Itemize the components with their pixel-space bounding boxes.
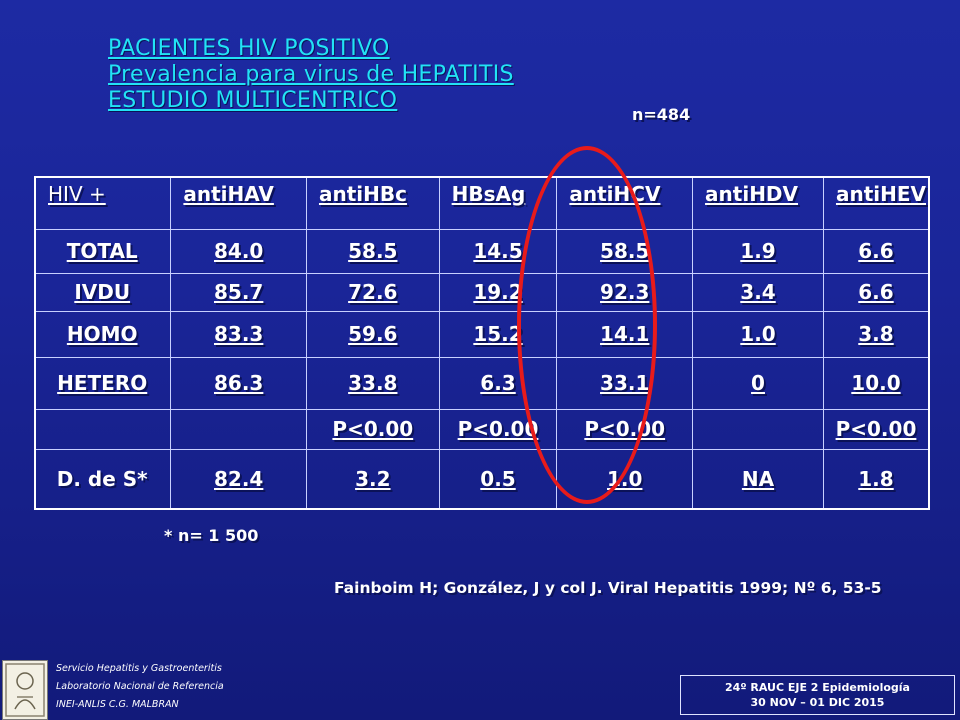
table-cell: 33.8 bbox=[305, 356, 440, 410]
table-cell: 3.2 bbox=[305, 448, 440, 510]
table-cell: 14.1 bbox=[556, 310, 694, 358]
table-cell: 1.0 bbox=[692, 310, 824, 358]
table-row: HOMO 83.3 59.6 15.2 14.1 1.0 3.8 bbox=[34, 310, 930, 358]
table-cell: 1.0 bbox=[556, 448, 694, 510]
table-row: IVDU 85.7 72.6 19.2 92.3 3.4 6.6 bbox=[34, 272, 930, 312]
institution-logo bbox=[2, 660, 48, 720]
table-cell: 33.1 bbox=[556, 356, 694, 410]
table-cell: 3.4 bbox=[692, 272, 824, 312]
row-label: HETERO bbox=[34, 356, 172, 410]
table-cell: 0.5 bbox=[438, 448, 558, 510]
table-cell: 3.8 bbox=[822, 310, 930, 358]
row-label bbox=[34, 408, 172, 450]
slide-title: PACIENTES HIV POSITIVO Prevalencia para … bbox=[108, 36, 514, 114]
table-cell: 92.3 bbox=[556, 272, 694, 312]
table-cell: 82.4 bbox=[170, 448, 307, 510]
prevalence-table: HIV + antiHAV antiHBc HBsAg antiHCV anti… bbox=[34, 176, 930, 510]
table-cell: 19.2 bbox=[438, 272, 558, 312]
congress-box: 24º RAUC EJE 2 Epidemiología 30 NOV – 01… bbox=[680, 675, 955, 715]
table-cell: 58.5 bbox=[556, 228, 694, 274]
table-cell bbox=[170, 408, 307, 450]
table-cell: 59.6 bbox=[305, 310, 440, 358]
table-cell bbox=[692, 408, 824, 450]
table-row: TOTAL 84.0 58.5 14.5 58.5 1.9 6.6 bbox=[34, 228, 930, 274]
table-cell: 6.6 bbox=[822, 272, 930, 312]
header-cell: antiHAV bbox=[170, 176, 307, 230]
title-line-3: ESTUDIO MULTICENTRICO bbox=[108, 88, 398, 113]
sample-size-label: n=484 bbox=[632, 105, 691, 124]
congress-line-1: 24º RAUC EJE 2 Epidemiología bbox=[725, 681, 910, 694]
table-cell: P<0.00 bbox=[305, 408, 440, 450]
table-cell: 1.8 bbox=[822, 448, 930, 510]
table-cell: 72.6 bbox=[305, 272, 440, 312]
table-cell: P<0.00 bbox=[556, 408, 694, 450]
citation: Fainboim H; González, J y col J. Viral H… bbox=[334, 579, 882, 597]
table-cell: 84.0 bbox=[170, 228, 307, 274]
table-row: HETERO 86.3 33.8 6.3 33.1 0 10.0 bbox=[34, 356, 930, 410]
institution-info: Servicio Hepatitis y Gastroenteritis Lab… bbox=[56, 660, 224, 714]
header-cell: antiHDV bbox=[692, 176, 824, 230]
table-cell: 6.3 bbox=[438, 356, 558, 410]
row-label: D. de S* bbox=[34, 448, 172, 510]
table-cell: 86.3 bbox=[170, 356, 307, 410]
header-cell: HBsAg bbox=[438, 176, 558, 230]
title-line-1: PACIENTES HIV POSITIVO bbox=[108, 36, 390, 61]
header-cell: antiHCV bbox=[556, 176, 694, 230]
header-cell: antiHBc bbox=[305, 176, 440, 230]
row-label: TOTAL bbox=[34, 228, 172, 274]
table-header-row: HIV + antiHAV antiHBc HBsAg antiHCV anti… bbox=[34, 176, 930, 230]
table-cell: 10.0 bbox=[822, 356, 930, 410]
table-cell: 6.6 bbox=[822, 228, 930, 274]
table-cell: 0 bbox=[692, 356, 824, 410]
table-cell: 58.5 bbox=[305, 228, 440, 274]
table-row: P<0.00 P<0.00 P<0.00 P<0.00 bbox=[34, 408, 930, 450]
institution-line-1: Servicio Hepatitis y Gastroenteritis bbox=[56, 663, 222, 674]
table-cell: 83.3 bbox=[170, 310, 307, 358]
table-row: D. de S* 82.4 3.2 0.5 1.0 NA 1.8 bbox=[34, 448, 930, 510]
institution-line-3: INEI-ANLIS C.G. MALBRAN bbox=[56, 699, 179, 710]
table-cell: 14.5 bbox=[438, 228, 558, 274]
footnote: * n= 1 500 bbox=[164, 526, 259, 545]
table-cell: NA bbox=[692, 448, 824, 510]
table-cell: 1.9 bbox=[692, 228, 824, 274]
institution-line-2: Laboratorio Nacional de Referencia bbox=[56, 681, 224, 692]
header-cell: antiHEV bbox=[822, 176, 930, 230]
row-label: HOMO bbox=[34, 310, 172, 358]
table-cell: P<0.00 bbox=[822, 408, 930, 450]
header-cell: HIV + bbox=[34, 176, 172, 230]
congress-line-2: 30 NOV – 01 DIC 2015 bbox=[750, 696, 885, 709]
table-cell: 85.7 bbox=[170, 272, 307, 312]
title-line-2: Prevalencia para virus de HEPATITIS bbox=[108, 62, 514, 87]
row-label: IVDU bbox=[34, 272, 172, 312]
table-cell: P<0.00 bbox=[438, 408, 558, 450]
table-cell: 15.2 bbox=[438, 310, 558, 358]
